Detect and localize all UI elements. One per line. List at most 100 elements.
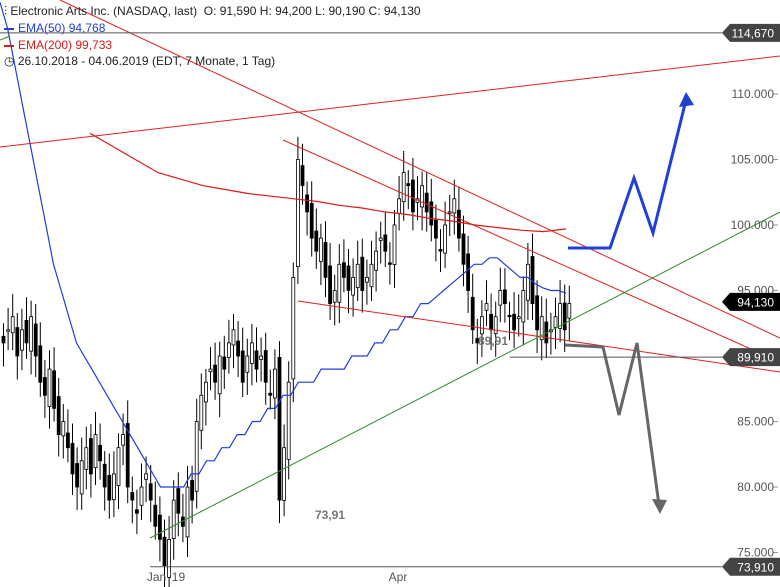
candle-body (553, 316, 558, 328)
candle-body (346, 265, 351, 291)
candle-body (70, 443, 75, 475)
ema200-value: 99,733 (75, 38, 113, 52)
candle-body (79, 460, 84, 495)
candle-body (429, 201, 434, 226)
candle-body (203, 381, 208, 403)
candle-body (318, 237, 323, 262)
price-annotation: 89,91 (478, 334, 508, 348)
candle-body (171, 499, 176, 539)
bearish-arrowhead-icon (652, 499, 667, 514)
candle-body (456, 209, 461, 239)
price-annotation: 73,91 (315, 508, 345, 522)
y-tick-label: 105.000 (731, 153, 775, 167)
level-price-tag (722, 348, 780, 367)
candle-body (263, 350, 268, 383)
candle-body (15, 327, 20, 357)
candle-body (443, 224, 448, 254)
date-range: ◷ 26.10.2018 - 04.06.2019 (EDT, 7 Monate… (4, 54, 275, 68)
candle-body (562, 302, 567, 331)
candle-body (295, 159, 300, 268)
candle-body (75, 463, 79, 488)
candle-body (539, 316, 544, 340)
candle-body (43, 377, 47, 396)
candle-body (438, 248, 443, 252)
candle-body (512, 313, 516, 331)
candle-body (222, 356, 227, 370)
candle-body (217, 355, 222, 395)
candle-body (56, 396, 61, 435)
candle-body (268, 392, 273, 396)
candle-body (259, 355, 264, 360)
bullish-scenario-line (568, 99, 688, 250)
candle-body (236, 340, 241, 357)
candle-body (157, 514, 162, 540)
candle-body (176, 488, 181, 514)
candle-body (452, 198, 457, 214)
downtrend-line (59, 0, 780, 339)
clock-icon: ◷ (4, 54, 15, 68)
y-tick-label: 110.000 (732, 87, 775, 101)
candle-body (314, 230, 319, 252)
candle-body (139, 486, 144, 506)
candle-body (378, 237, 383, 241)
candle-body (286, 381, 291, 460)
ema200-swatch (4, 44, 14, 47)
candle-body (374, 250, 379, 271)
candle-body (144, 473, 149, 480)
candle-body (185, 486, 190, 538)
candle-body (397, 198, 402, 214)
candle-body (121, 434, 125, 446)
candle-body (66, 432, 70, 449)
y-tick-label: 75.000 (737, 546, 774, 560)
candle-body (102, 463, 107, 488)
candle-body (351, 276, 356, 296)
candle-body (33, 323, 38, 357)
uptrend-support-line (149, 211, 780, 539)
candle-body (19, 329, 24, 351)
candle-body (567, 303, 572, 319)
candle-body (52, 370, 56, 409)
candle-body (535, 295, 539, 331)
candle-body (277, 356, 282, 501)
candle-body (240, 350, 245, 383)
date-range-text: 26.10.2018 - 04.06.2019 (17, 54, 149, 68)
candle-body (93, 434, 98, 469)
candle-body (341, 262, 346, 278)
candle-body (24, 319, 29, 344)
candle-body (1, 335, 6, 344)
candle-body (84, 447, 89, 470)
candle-body (89, 438, 93, 475)
ema50-swatch (4, 27, 14, 30)
channel-upper-line (282, 139, 780, 363)
candle-body (107, 474, 112, 501)
candle-body (134, 509, 139, 514)
candlestick-series (1, 136, 572, 587)
candle-body (493, 316, 498, 334)
candle-body (194, 421, 199, 492)
x-axis: Jan '19 Apr (147, 570, 408, 584)
candle-body (323, 242, 328, 278)
candle-body (208, 368, 213, 373)
candle-body (282, 447, 287, 501)
ema200-label: EMA(200) (18, 38, 73, 52)
candle-body (272, 368, 277, 399)
chart-type-icon: ⫶ (4, 4, 8, 18)
candle-body (521, 290, 526, 323)
ema50-legend: EMA(50) 94,768 (4, 21, 105, 35)
candle-body (558, 303, 562, 329)
candle-body (355, 263, 360, 289)
candle-body (507, 314, 512, 318)
candle-body (498, 290, 503, 306)
chart-header: ⫶ Electronic Arts Inc. (NASDAQ, last) O:… (4, 4, 421, 19)
candle-body (484, 303, 489, 311)
price-levels: 114,670 89,910 73,910 94,130 (0, 23, 780, 576)
level-price-label: 94,130 (737, 295, 774, 309)
candle-body (6, 329, 10, 332)
candle-body (332, 290, 337, 303)
candle-body (420, 185, 425, 208)
candle-body (383, 234, 388, 252)
candle-body (61, 421, 66, 437)
candle-body (360, 256, 365, 291)
ema50-label: EMA(50) (18, 21, 66, 35)
